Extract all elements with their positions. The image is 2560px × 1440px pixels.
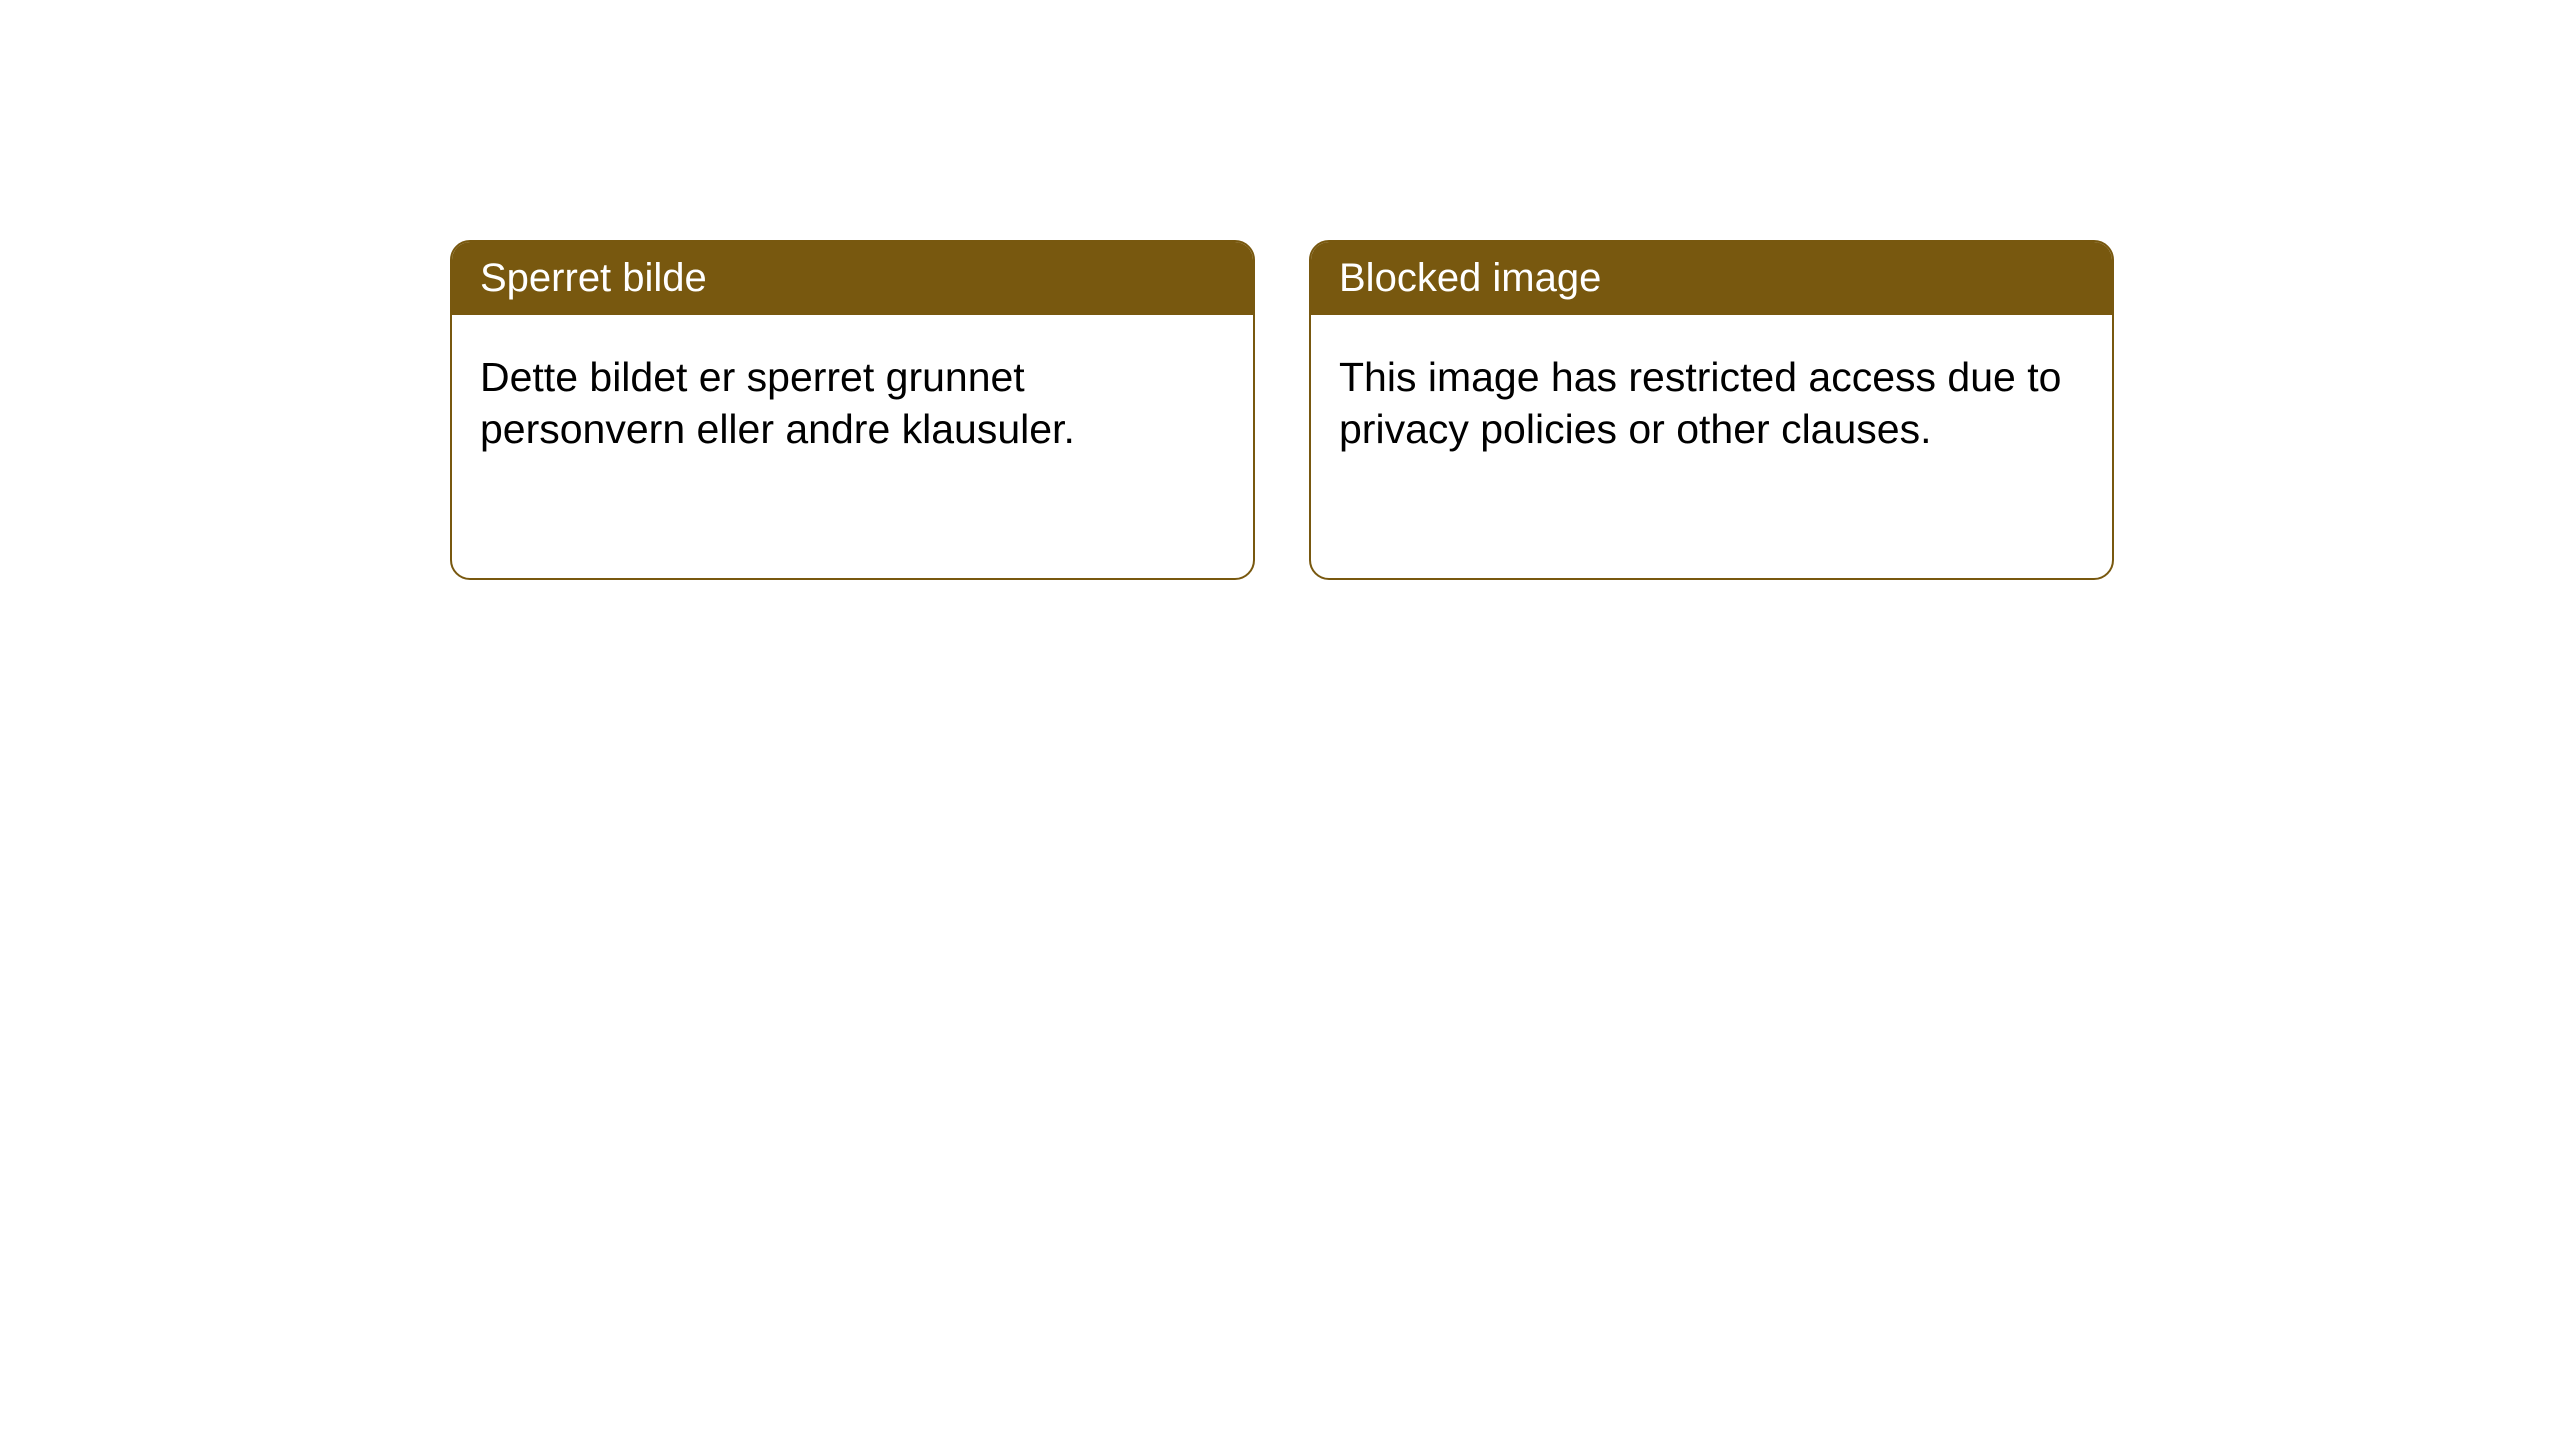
card-body: Dette bildet er sperret grunnet personve… xyxy=(452,315,1253,492)
notice-card-english: Blocked image This image has restricted … xyxy=(1309,240,2114,580)
card-body-text: This image has restricted access due to … xyxy=(1339,354,2061,452)
notice-card-norwegian: Sperret bilde Dette bildet er sperret gr… xyxy=(450,240,1255,580)
card-body: This image has restricted access due to … xyxy=(1311,315,2112,492)
card-title: Blocked image xyxy=(1339,256,1601,300)
card-header: Blocked image xyxy=(1311,242,2112,315)
notice-cards-container: Sperret bilde Dette bildet er sperret gr… xyxy=(450,240,2114,580)
card-header: Sperret bilde xyxy=(452,242,1253,315)
card-body-text: Dette bildet er sperret grunnet personve… xyxy=(480,354,1075,452)
card-title: Sperret bilde xyxy=(480,256,707,300)
